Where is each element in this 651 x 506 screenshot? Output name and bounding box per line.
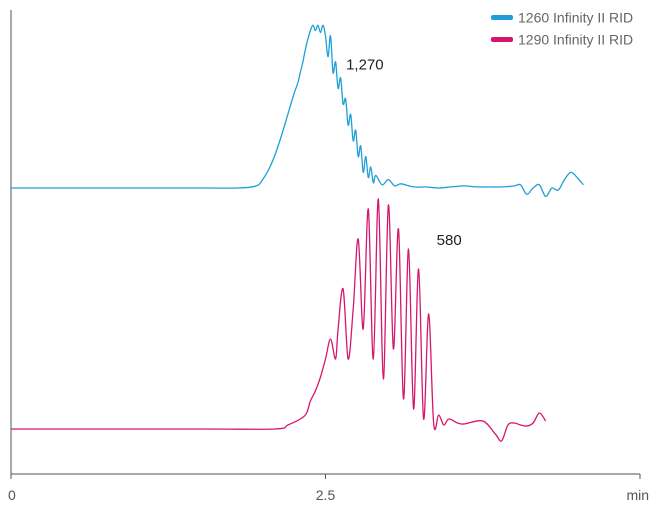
legend-swatch-2: [491, 37, 513, 42]
peak-annotation-1: 1,270: [346, 56, 384, 73]
annotations: 1,270 580: [346, 56, 462, 249]
x-tick-label: 2.5: [316, 487, 336, 503]
series-line-1: [11, 24, 584, 198]
legend: 1260 Infinity II RID 1290 Infinity II RID: [491, 10, 633, 48]
series-line-2: [10, 198, 547, 442]
x-tick-label: 0: [8, 487, 16, 503]
peak-annotation-2: 580: [437, 232, 462, 249]
legend-label-2: 1290 Infinity II RID: [518, 32, 633, 48]
legend-label-1: 1260 Infinity II RID: [518, 10, 633, 26]
x-ticks: 0 2.5 min: [8, 474, 649, 503]
legend-swatch-1: [491, 15, 513, 20]
x-tick-label: min: [626, 487, 649, 503]
series-layer: [10, 24, 584, 442]
